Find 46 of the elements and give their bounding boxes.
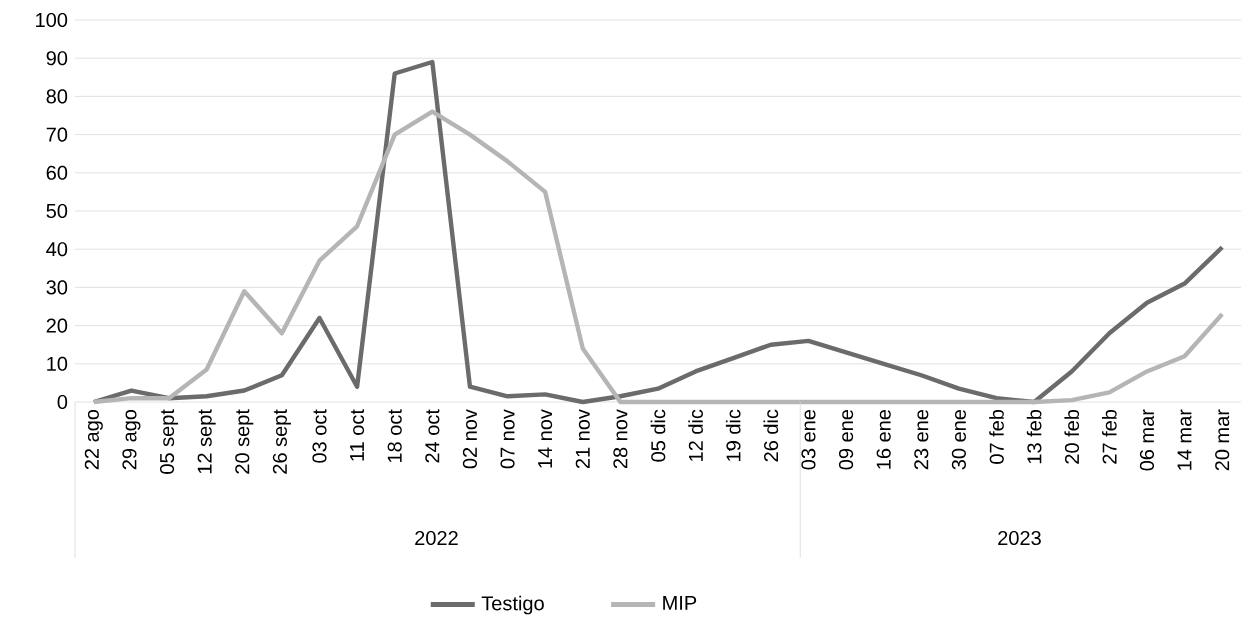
x-tick-label: 06 mar xyxy=(1139,409,1155,471)
x-tick-label: 05 dic xyxy=(650,409,666,462)
x-tick-label: 09 ene xyxy=(838,409,854,470)
legend-label: MIP xyxy=(663,596,697,610)
x-tick-label: 11 oct xyxy=(350,409,365,461)
x-tick-label: 29 ago xyxy=(122,409,141,470)
x-tick-label: 24 oct xyxy=(425,409,440,463)
x-tick-label: 30 ene xyxy=(951,409,966,470)
x-tick-label: 03 oct xyxy=(312,409,327,463)
x-tick-label: 21 nov xyxy=(575,409,590,469)
y-tick-label: 80 xyxy=(46,89,68,104)
y-tick-label: 50 xyxy=(46,203,68,219)
x-tick-label: 16 ene xyxy=(876,409,891,469)
x-tick-label: 20 feb xyxy=(1064,409,1080,464)
x-tick-label: 07 feb xyxy=(989,409,1004,464)
y-tick-label: 20 xyxy=(46,318,68,333)
x-tick-label: 23 ene xyxy=(914,409,929,470)
x-tick-label: 03 ene xyxy=(801,409,816,470)
text: 2022 xyxy=(415,530,458,546)
y-tick-label: 30 xyxy=(46,280,68,295)
x-tick-label: 07 nov xyxy=(500,409,515,469)
x-tick-label: 18 oct xyxy=(387,409,402,463)
x-tick-label: 27 feb xyxy=(1102,409,1117,464)
y-tick-label: 10 xyxy=(47,356,68,371)
x-tick-label: 22 ago xyxy=(84,409,103,470)
text: 2023 xyxy=(998,530,1041,546)
x-tick-label: 20 mar xyxy=(1215,409,1230,471)
x-tick-label: 19 dic xyxy=(725,409,741,461)
y-tick-label: 60 xyxy=(46,165,68,180)
x-tick-label: 13 feb xyxy=(1026,409,1042,464)
y-tick-label: 90 xyxy=(46,51,68,66)
x-tick-label: 28 nov xyxy=(613,409,628,469)
legend-label: Testigo xyxy=(481,595,544,615)
x-tick-label: 20 sept xyxy=(235,409,254,474)
x-tick-label: 05 sept xyxy=(159,409,179,474)
y-tick-label: 0 xyxy=(57,394,68,410)
x-tick-label: 26 dic xyxy=(763,409,779,462)
x-tick-label: 14 mar xyxy=(1177,409,1192,470)
y-tick-label: 100 xyxy=(36,12,68,28)
x-tick-label: 02 nov xyxy=(462,409,478,469)
y-tick-label: 70 xyxy=(46,127,68,142)
x-tick-label: 12 dic xyxy=(688,409,703,461)
y-tick-label: 40 xyxy=(46,242,68,257)
x-tick-label: 14 nov xyxy=(538,409,553,468)
x-tick-label: 26 sept xyxy=(272,409,291,474)
x-tick-label: 12 sept xyxy=(197,409,216,474)
